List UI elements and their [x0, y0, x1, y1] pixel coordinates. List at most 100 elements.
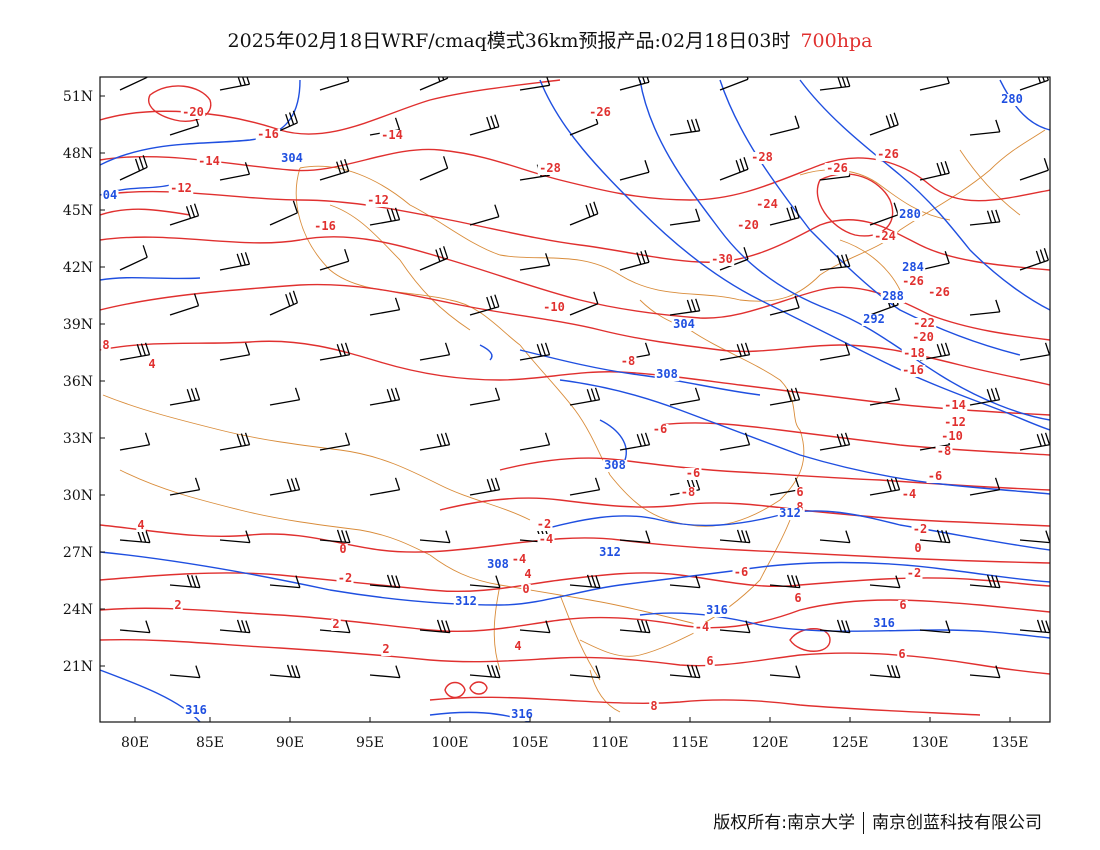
temp-contour-label: 8: [796, 500, 803, 514]
wind-barb: [819, 342, 851, 361]
height-label-bg: [453, 596, 479, 608]
height-contour-label: 316: [873, 616, 895, 630]
temp-contour-label: 6: [706, 654, 713, 668]
temp-label-bg: [898, 600, 908, 612]
temp-contour-label: 6: [796, 485, 803, 499]
wind-barb: [669, 387, 701, 406]
wind-barb: [119, 620, 151, 634]
wind-barb: [169, 477, 201, 496]
wind-barb: [769, 387, 801, 406]
lon-tick-label: 105E: [512, 735, 549, 751]
longitude-axis: 80E 85E 90E 95E 100E 105E 110E 115E 120E 125E 130E…: [121, 717, 1028, 751]
wind-barb: [969, 665, 1001, 679]
temp-label-bg: [735, 220, 761, 232]
wind-barb: [969, 477, 1001, 496]
temp-label-bg: [136, 520, 146, 532]
temp-contour-label: -16: [314, 219, 336, 233]
temp-contour-label: -24: [874, 229, 896, 243]
lon-tick-label: 110E: [592, 735, 629, 751]
wind-barb: [719, 157, 749, 181]
temp-label-bg: [795, 487, 805, 499]
temp-label-bg: [913, 543, 923, 555]
wind-barb: [469, 387, 501, 406]
wind-barb: [769, 574, 801, 589]
temp-label-bg: [900, 489, 918, 501]
wind-barb: [219, 530, 251, 544]
wind-barb: [419, 156, 449, 181]
temp-contour-label: -14: [381, 128, 403, 142]
temp-contour-label: -16: [257, 127, 279, 141]
wind-barb: [169, 665, 201, 679]
lat-tick-label: 45N: [63, 203, 93, 219]
lat-tick-label: 36N: [63, 374, 93, 390]
temp-contour-label: -26: [589, 105, 611, 119]
temp-label-bg: [897, 649, 907, 661]
temp-contour-label: -16: [902, 363, 924, 377]
temp-contour-label: -14: [944, 398, 966, 412]
footer-separator: [863, 812, 864, 834]
temp-label-bg: [196, 156, 222, 168]
temp-label-bg: [901, 348, 927, 360]
wind-barb: [869, 112, 899, 136]
wind-barb: [719, 529, 751, 544]
wind-barb: [819, 530, 851, 544]
wind-barb: [969, 574, 1001, 589]
temp-label-bg: [693, 622, 711, 634]
temp-contour-label: -6: [734, 565, 748, 579]
wind-barb: [769, 115, 800, 136]
temp-contour-label: 6: [794, 591, 801, 605]
height-contour-label: 280: [1001, 92, 1023, 106]
temp-label-bg: [513, 641, 523, 653]
lat-tick-label: 42N: [63, 260, 93, 276]
temp-contour-label: -8: [681, 485, 695, 499]
wind-barb: [169, 574, 201, 589]
wind-barb: [319, 342, 351, 361]
wind-barb: [269, 575, 301, 589]
lat-tick-label: 48N: [63, 146, 93, 162]
temp-label-bg: [649, 701, 659, 713]
height-label-bg: [900, 262, 926, 274]
height-label-bg: [704, 605, 730, 617]
temp-label-bg: [905, 568, 923, 580]
wind-barb: [969, 209, 1001, 226]
wind-barb: [819, 619, 851, 634]
wind-barbs: [119, 77, 1050, 679]
temp-contour-label: 4: [137, 518, 144, 532]
lat-tick-label: 24N: [63, 602, 93, 618]
wind-barb: [919, 161, 950, 181]
temp-contour-label: 6: [899, 598, 906, 612]
lat-tick-label: 21N: [63, 659, 93, 675]
temp-label-bg: [900, 276, 926, 288]
height-contour-label: 280: [899, 207, 921, 221]
wind-barb: [769, 477, 801, 496]
wind-barb: [319, 249, 350, 271]
wind-barb: [519, 77, 551, 91]
wind-barb: [319, 620, 351, 634]
height-contour-label: 288: [882, 289, 904, 303]
wind-barb: [969, 119, 1001, 136]
temp-contour-label: 0: [522, 582, 529, 596]
temp-contour-label: -4: [512, 552, 526, 566]
map-title: 2025年02月18日WRF/cmaq模式36km预报产品:02月18日03时 7…: [0, 26, 1100, 53]
wind-barb: [719, 620, 751, 634]
wind-barb: [419, 432, 451, 451]
temp-contour-label: -28: [751, 150, 773, 164]
lat-tick-label: 51N: [63, 89, 93, 105]
wind-barb: [219, 252, 251, 271]
temp-label-bg: [541, 302, 567, 314]
temp-contour-label: -10: [941, 429, 963, 443]
wind-barb: [219, 342, 251, 361]
wind-barb: [369, 477, 401, 496]
wind-barb: [169, 203, 200, 226]
lon-tick-label: 115E: [672, 735, 709, 751]
temp-contour-label: -6: [928, 469, 942, 483]
wind-barb: [319, 529, 351, 544]
temp-label-bg: [824, 163, 850, 175]
temp-label-bg: [336, 573, 354, 585]
wind-barb: [119, 342, 151, 361]
lon-tick-label: 130E: [912, 735, 949, 751]
wind-barb: [1019, 432, 1050, 451]
temp-label-bg: [338, 544, 348, 556]
temp-contour-label: 6: [898, 647, 905, 661]
